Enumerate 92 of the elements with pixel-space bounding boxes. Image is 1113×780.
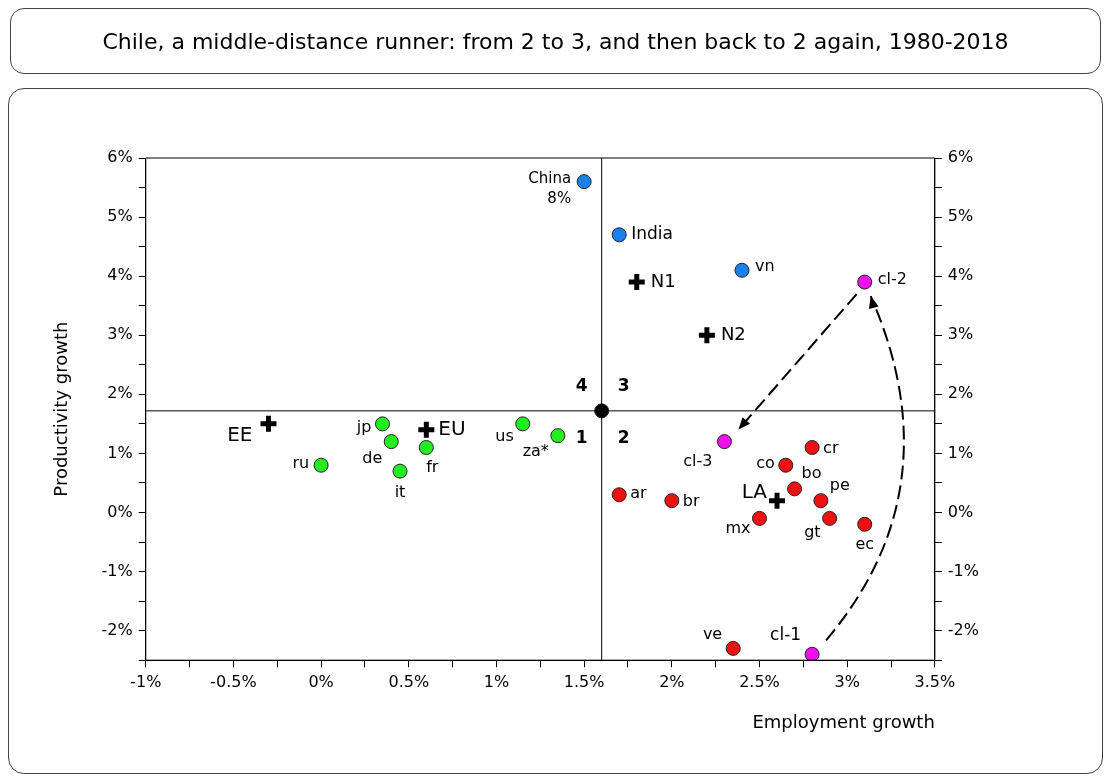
chart-title: Chile, a middle-distance runner: from 2 to 3, and then back to 2 again, 1980-2018	[10, 8, 1101, 74]
annotation: bo	[801, 463, 822, 483]
point	[576, 174, 592, 190]
annotation: 1	[575, 427, 588, 448]
y-tick-label: 4%	[107, 265, 133, 285]
point	[664, 493, 680, 509]
point	[258, 413, 279, 435]
annotation: LA	[741, 478, 768, 503]
annotation: de	[362, 447, 383, 467]
y-tick-label: 2%	[107, 383, 133, 403]
y-tick-label: -2%	[101, 619, 133, 639]
point	[313, 457, 329, 473]
point	[804, 646, 820, 661]
annotation: cl-3	[683, 450, 713, 470]
annotation: ec	[855, 534, 875, 554]
point	[696, 324, 718, 346]
y2-tick-label: 0%	[947, 501, 974, 521]
annotation: China	[528, 168, 572, 187]
point	[725, 640, 741, 656]
annotation: India	[631, 223, 673, 244]
point	[415, 419, 437, 441]
point	[716, 434, 732, 450]
y2-tick-label: 6%	[947, 147, 974, 167]
annotation: ve	[702, 623, 723, 643]
y-tick-label: 3%	[107, 324, 133, 344]
y-tick-label: 6%	[107, 147, 133, 167]
y-axis-title: Productivity growth	[50, 321, 72, 497]
y2-tick-label: 2%	[947, 383, 974, 403]
point	[804, 440, 820, 455]
point	[734, 262, 750, 278]
annotation: br	[682, 490, 700, 510]
annotation: 4	[575, 375, 588, 396]
annotation: mx	[725, 517, 751, 537]
annotation: vn	[754, 256, 775, 276]
point	[751, 510, 767, 526]
x-tick-label: 3.5%	[914, 671, 956, 691]
annotation: EE	[227, 422, 253, 447]
annotation: gt	[804, 521, 821, 541]
point	[626, 271, 648, 293]
annotation: fr	[426, 456, 439, 476]
annotation: pe	[829, 474, 850, 494]
annotation: jp	[355, 417, 372, 437]
x-tick-label: 1.5%	[563, 671, 605, 691]
annotation: cl-1	[770, 623, 802, 644]
y2-tick-label: 1%	[947, 442, 974, 462]
point	[611, 487, 627, 503]
x-tick-label: -0.5%	[210, 671, 257, 691]
point	[766, 490, 788, 512]
point	[822, 510, 838, 526]
annotation: it	[394, 482, 406, 502]
annotation: 8%	[547, 188, 572, 207]
point	[418, 440, 434, 455]
point	[857, 516, 873, 532]
annotation: N1	[650, 269, 676, 291]
y2-tick-label: 3%	[947, 324, 974, 344]
x-tick-label: -1%	[130, 671, 162, 691]
point	[611, 227, 627, 243]
y2-tick-label: -2%	[947, 619, 979, 639]
annotation: cr	[823, 437, 839, 457]
annotation: ru	[292, 453, 310, 473]
y-tick-label: 1%	[107, 442, 133, 462]
y-tick-label: -1%	[101, 560, 133, 580]
annotation: cl-2	[877, 269, 907, 289]
x-tick-label: 1%	[483, 671, 510, 691]
point	[392, 463, 408, 479]
x-tick-label: 0%	[308, 671, 334, 691]
x-tick-label: 2.5%	[739, 671, 780, 691]
y-tick-label: 5%	[107, 206, 133, 226]
annotation: 2	[617, 427, 630, 448]
point	[550, 428, 566, 444]
annotation: us	[495, 426, 514, 446]
annotation: EU	[438, 415, 466, 440]
point	[787, 481, 803, 497]
annotation: N2	[720, 322, 746, 344]
point	[857, 274, 873, 290]
x-tick-label: 2%	[659, 671, 685, 691]
x-axis-title: Employment growth	[752, 710, 935, 732]
y2-tick-label: 4%	[947, 265, 974, 285]
annotation: za*	[522, 440, 549, 460]
point	[778, 457, 794, 473]
annotation: co	[756, 453, 775, 473]
y2-tick-label: 5%	[947, 206, 974, 226]
annotation: ar	[630, 482, 648, 502]
x-tick-label: 0.5%	[388, 671, 430, 691]
y2-tick-label: -1%	[947, 560, 979, 580]
annotation: 3	[617, 375, 630, 396]
x-tick-label: 3%	[834, 671, 860, 691]
y-tick-label: 0%	[107, 501, 133, 521]
point	[813, 493, 829, 509]
point	[383, 434, 399, 450]
point	[374, 416, 390, 432]
point	[515, 416, 531, 432]
